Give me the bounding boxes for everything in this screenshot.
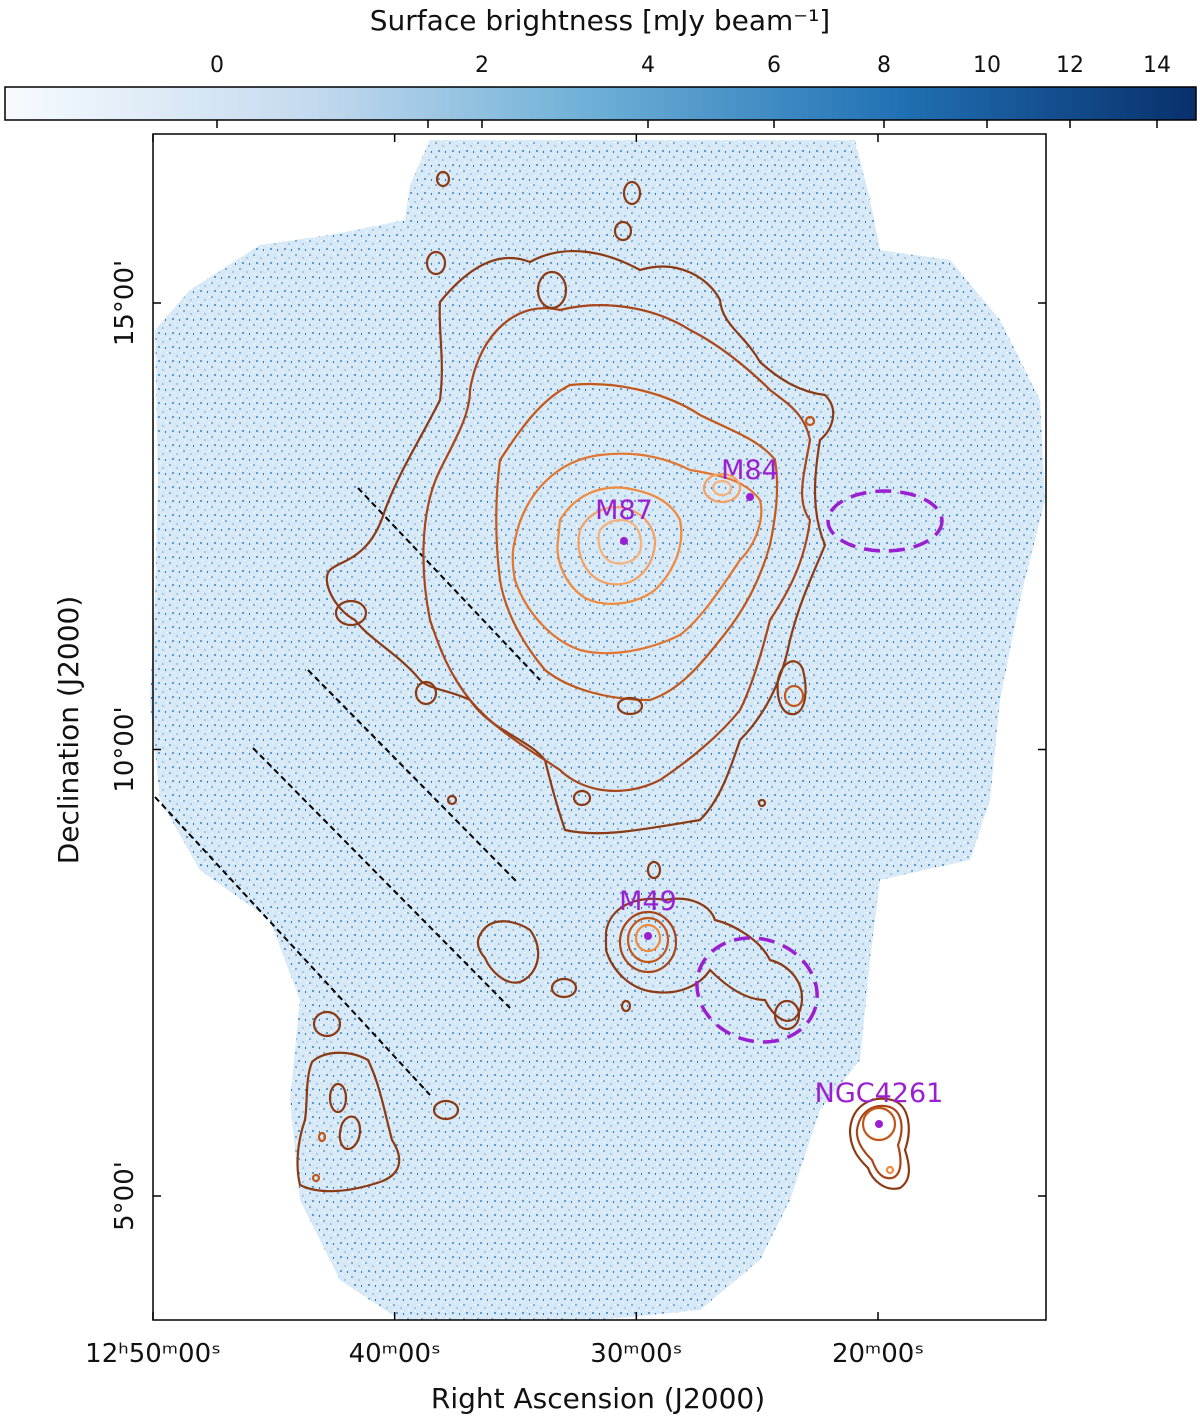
x-tick-label: 40ᵐ00ˢ <box>349 1339 441 1369</box>
contour-outer <box>325 250 835 835</box>
regions <box>695 489 944 1044</box>
dashed-lines <box>154 487 541 1096</box>
source-label: M49 <box>619 886 677 917</box>
contour-4 <box>511 452 763 655</box>
region-ellipse-1 <box>826 489 944 553</box>
contour-m84-inner <box>711 479 733 497</box>
y-axis-ticks: 15°00' 10°00' 5°00' <box>110 260 1046 1231</box>
x-tick-label: 20ᵐ00ˢ <box>832 1339 924 1369</box>
contour-m49-2 <box>618 910 678 974</box>
colorbar-tick-label: 0 <box>210 53 224 78</box>
contour-2 <box>422 304 812 792</box>
contour-m49-3 <box>626 916 670 964</box>
region-ellipse-2 <box>695 936 819 1044</box>
colorbar-tick-label: 10 <box>973 53 1001 78</box>
contour-ngc4261-outer <box>848 1097 910 1190</box>
colorbar <box>4 86 1197 121</box>
colorbar-tick-label: 14 <box>1143 53 1171 78</box>
x-axis-label: Right Ascension (J2000) <box>431 1382 765 1415</box>
sources: M87 M84 M49 NGC4261 <box>595 455 943 1128</box>
contour-m84 <box>702 472 742 504</box>
colorbar-tick-label: 6 <box>767 53 781 78</box>
source-marker <box>875 1120 883 1128</box>
source-label: M87 <box>595 495 653 526</box>
source-marker <box>620 537 628 545</box>
colorbar-ticks: 0 2 4 6 8 10 12 14 <box>210 53 1171 128</box>
source-label: NGC4261 <box>815 1078 944 1109</box>
source-marker <box>644 932 652 940</box>
plot-frame <box>152 133 1047 1321</box>
y-tick-label: 10°00' <box>110 706 140 792</box>
colorbar-tick-label: 4 <box>641 53 655 78</box>
colorbar-tick-label: 2 <box>475 53 489 78</box>
y-tick-label: 5°00' <box>110 1161 140 1231</box>
contour-3 <box>495 382 779 702</box>
source-label: M84 <box>721 455 779 486</box>
y-tick-label: 15°00' <box>110 260 140 346</box>
colorbar-tick-label: 8 <box>877 53 891 78</box>
contour-m49-outer <box>604 897 803 1022</box>
colorbar-tick-label: 12 <box>1056 53 1084 78</box>
contour-6 <box>577 506 657 586</box>
contour-7 <box>597 519 643 565</box>
contours <box>296 170 910 1193</box>
contour-m49-4 <box>634 923 662 953</box>
x-tick-label: 12ʰ50ᵐ00ˢ <box>85 1339 221 1369</box>
x-tick-label: 30ᵐ00ˢ <box>590 1339 682 1369</box>
contour-5 <box>556 486 683 605</box>
source-marker <box>746 493 754 501</box>
radio-image <box>150 140 1045 1320</box>
y-axis-label: Declination (J2000) <box>52 596 85 865</box>
x-axis-ticks: 12ʰ50ᵐ00ˢ 40ᵐ00ˢ 30ᵐ00ˢ 20ᵐ00ˢ <box>85 134 924 1369</box>
colorbar-label: Surface brightness [mJy beam⁻¹] <box>370 4 830 37</box>
